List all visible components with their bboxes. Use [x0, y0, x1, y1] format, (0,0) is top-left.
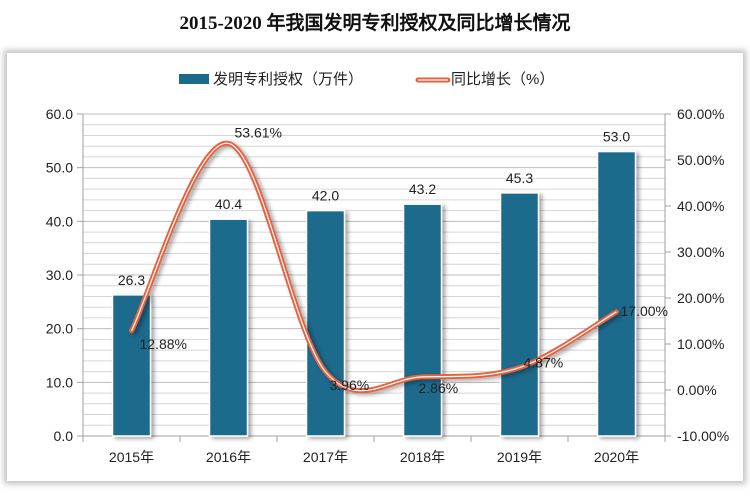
chart-title: 2015-2020 年我国发明专利授权及同比增长情况 — [179, 13, 571, 34]
left-tick-label: 20.0 — [46, 321, 73, 337]
right-tick-label: 20.00% — [677, 290, 724, 306]
growth-line-highlight — [130, 142, 617, 392]
line-label: 12.88% — [140, 336, 187, 352]
legend-bar-swatch — [179, 74, 209, 84]
line-label: 3.96% — [330, 377, 370, 393]
bar-label: 43.2 — [409, 181, 436, 197]
x-tick-label: 2020年 — [594, 449, 639, 465]
bar — [305, 209, 346, 437]
bar-label: 53.0 — [603, 129, 630, 145]
right-tick-label: -10.00% — [677, 428, 729, 444]
x-tick-label: 2019年 — [497, 449, 542, 465]
bar-label: 40.4 — [215, 196, 242, 212]
right-tick-label: 0.00% — [677, 382, 717, 398]
right-tick-label: 10.00% — [677, 336, 724, 352]
right-tick-label: 30.00% — [677, 244, 724, 260]
left-tick-label: 50.0 — [46, 160, 73, 176]
bar-label: 26.3 — [118, 272, 145, 288]
line-label: 4.87% — [524, 355, 564, 371]
line-label: 53.61% — [235, 124, 282, 140]
x-tick-label: 2015年 — [109, 449, 154, 465]
bar — [111, 294, 152, 437]
bar-label: 42.0 — [312, 188, 339, 204]
bar-label: 45.3 — [506, 170, 533, 186]
x-tick-label: 2017年 — [303, 449, 348, 465]
right-tick-label: 60.00% — [677, 106, 724, 122]
line-label: 2.86% — [419, 380, 459, 396]
bar — [499, 192, 540, 437]
right-tick-label: 50.00% — [677, 152, 724, 168]
left-tick-label: 40.0 — [46, 213, 73, 229]
growth-line — [129, 140, 619, 394]
bar — [402, 203, 443, 437]
left-tick-label: 60.0 — [46, 106, 73, 122]
left-tick-label: 0.0 — [54, 428, 74, 444]
legend-bar-label: 发明专利授权（万件） — [213, 71, 363, 88]
bar — [208, 218, 249, 437]
left-tick-label: 10.0 — [46, 374, 73, 390]
legend-line-label: 同比增长（%） — [451, 71, 554, 88]
bar — [596, 150, 637, 437]
right-tick-label: 40.00% — [677, 198, 724, 214]
x-tick-label: 2016年 — [206, 449, 251, 465]
left-tick-label: 30.0 — [46, 267, 73, 283]
x-tick-label: 2018年 — [400, 449, 445, 465]
line-label: 17.00% — [621, 303, 668, 319]
